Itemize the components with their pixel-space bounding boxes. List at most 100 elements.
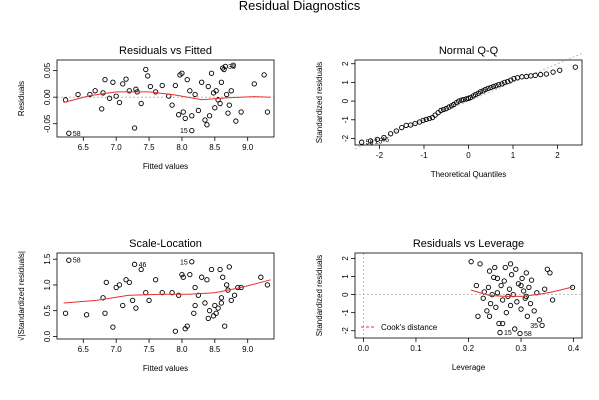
data-point <box>532 72 538 78</box>
data-point <box>159 290 165 296</box>
data-point <box>206 308 213 314</box>
data-point <box>537 71 544 78</box>
x-tick-label: 7.0 <box>111 143 123 152</box>
data-point <box>387 131 394 137</box>
data-point <box>205 315 211 322</box>
y-tick-label: 0 <box>341 98 350 103</box>
data-point <box>106 95 113 101</box>
data-point <box>184 76 190 83</box>
data-point <box>226 264 232 270</box>
point-label: 46 <box>139 262 147 269</box>
data-point <box>192 302 198 309</box>
point-label: 46 <box>381 137 389 144</box>
x-axis-label: Fitted values <box>143 162 188 171</box>
data-point <box>220 274 226 280</box>
x-tick-label: 9.0 <box>242 345 254 354</box>
data-point <box>145 73 151 79</box>
data-point <box>222 323 228 329</box>
data-point <box>205 83 211 90</box>
panel-sl: Scale-Location 6.5 7.0 7.5 8.0 8.5 9.0 0.0 0.5 1.… <box>17 238 275 373</box>
data-point <box>500 320 506 327</box>
x-tick-label: 0.4 <box>568 344 580 353</box>
data-point <box>202 117 208 123</box>
x-tick-label: 8.5 <box>209 143 221 152</box>
x-axis-label: Fitted values <box>143 364 188 373</box>
data-point <box>224 282 230 288</box>
data-point <box>536 317 543 323</box>
data-point <box>221 66 227 73</box>
data-point <box>66 130 72 136</box>
data-point <box>493 83 499 89</box>
data-point <box>217 266 223 273</box>
data-point <box>131 261 138 267</box>
data-point <box>213 310 219 316</box>
y-tick-label: -0.05 <box>43 114 52 133</box>
data-point <box>494 290 501 296</box>
x-tick-label: 7.0 <box>111 345 123 354</box>
data-point <box>169 290 175 296</box>
data-point <box>482 86 489 93</box>
data-point <box>477 89 484 95</box>
data-point <box>189 113 195 119</box>
panel-rvf: Residuals vs Fitted 6.5 7.0 7.5 8.0 8.5 9.0 -0.… <box>17 45 275 171</box>
x-tick-label: 0.3 <box>515 344 527 353</box>
data-point <box>501 79 508 86</box>
data-point <box>100 90 106 96</box>
data-point <box>172 328 179 334</box>
y-tick-label: 2 <box>341 256 350 261</box>
panel-rvl: Residuals vs Leverage 0.0 0.1 0.2 0.3 0.4 -2 -1… <box>315 238 583 372</box>
x-tick-label: -2 <box>376 151 384 160</box>
data-point <box>192 91 198 98</box>
data-point <box>208 70 215 76</box>
data-point <box>202 300 208 306</box>
data-point <box>123 76 129 82</box>
data-point <box>550 69 556 75</box>
data-point <box>557 67 563 73</box>
data-point <box>526 284 532 291</box>
smooth-line <box>63 279 271 304</box>
data-point <box>514 299 520 305</box>
data-point <box>524 313 531 319</box>
data-point <box>228 88 234 94</box>
point-label: 58 <box>73 258 81 265</box>
y-tick-label: -2 <box>341 327 350 335</box>
data-point <box>438 107 444 114</box>
data-point <box>87 91 93 98</box>
data-point <box>498 282 504 289</box>
data-point <box>217 100 223 107</box>
data-point <box>147 83 154 90</box>
data-point <box>206 113 213 119</box>
data-point <box>486 268 493 274</box>
point-label: 35 <box>228 64 236 71</box>
data-point <box>518 282 524 289</box>
x-tick-label: 0.2 <box>463 344 475 353</box>
panel-title: Scale-Location <box>129 238 202 250</box>
data-point <box>228 297 234 304</box>
data-point <box>443 105 449 112</box>
x-tick-label: 6.5 <box>78 345 90 354</box>
data-point <box>113 93 119 99</box>
data-point <box>505 78 511 85</box>
data-point <box>212 302 218 309</box>
data-point <box>116 282 123 288</box>
cooks-distance-legend-label: Cook's distance <box>381 323 438 332</box>
data-point <box>258 274 264 280</box>
data-point <box>507 302 514 309</box>
data-point <box>499 81 505 87</box>
data-point <box>100 295 106 301</box>
data-point <box>180 109 186 115</box>
x-tick-label: 8.5 <box>209 345 221 354</box>
data-point <box>543 71 550 77</box>
data-point <box>264 282 271 288</box>
data-point <box>187 88 193 94</box>
data-point <box>152 277 159 283</box>
y-tick-label: 0.00 <box>43 89 52 105</box>
data-point <box>485 284 492 291</box>
x-tick-label: 1 <box>511 151 516 160</box>
x-tick-label: -1 <box>420 151 428 160</box>
y-tick-label: -1 <box>341 116 350 124</box>
data-point <box>195 292 202 298</box>
data-point <box>519 275 525 281</box>
plot-frame <box>56 59 275 138</box>
